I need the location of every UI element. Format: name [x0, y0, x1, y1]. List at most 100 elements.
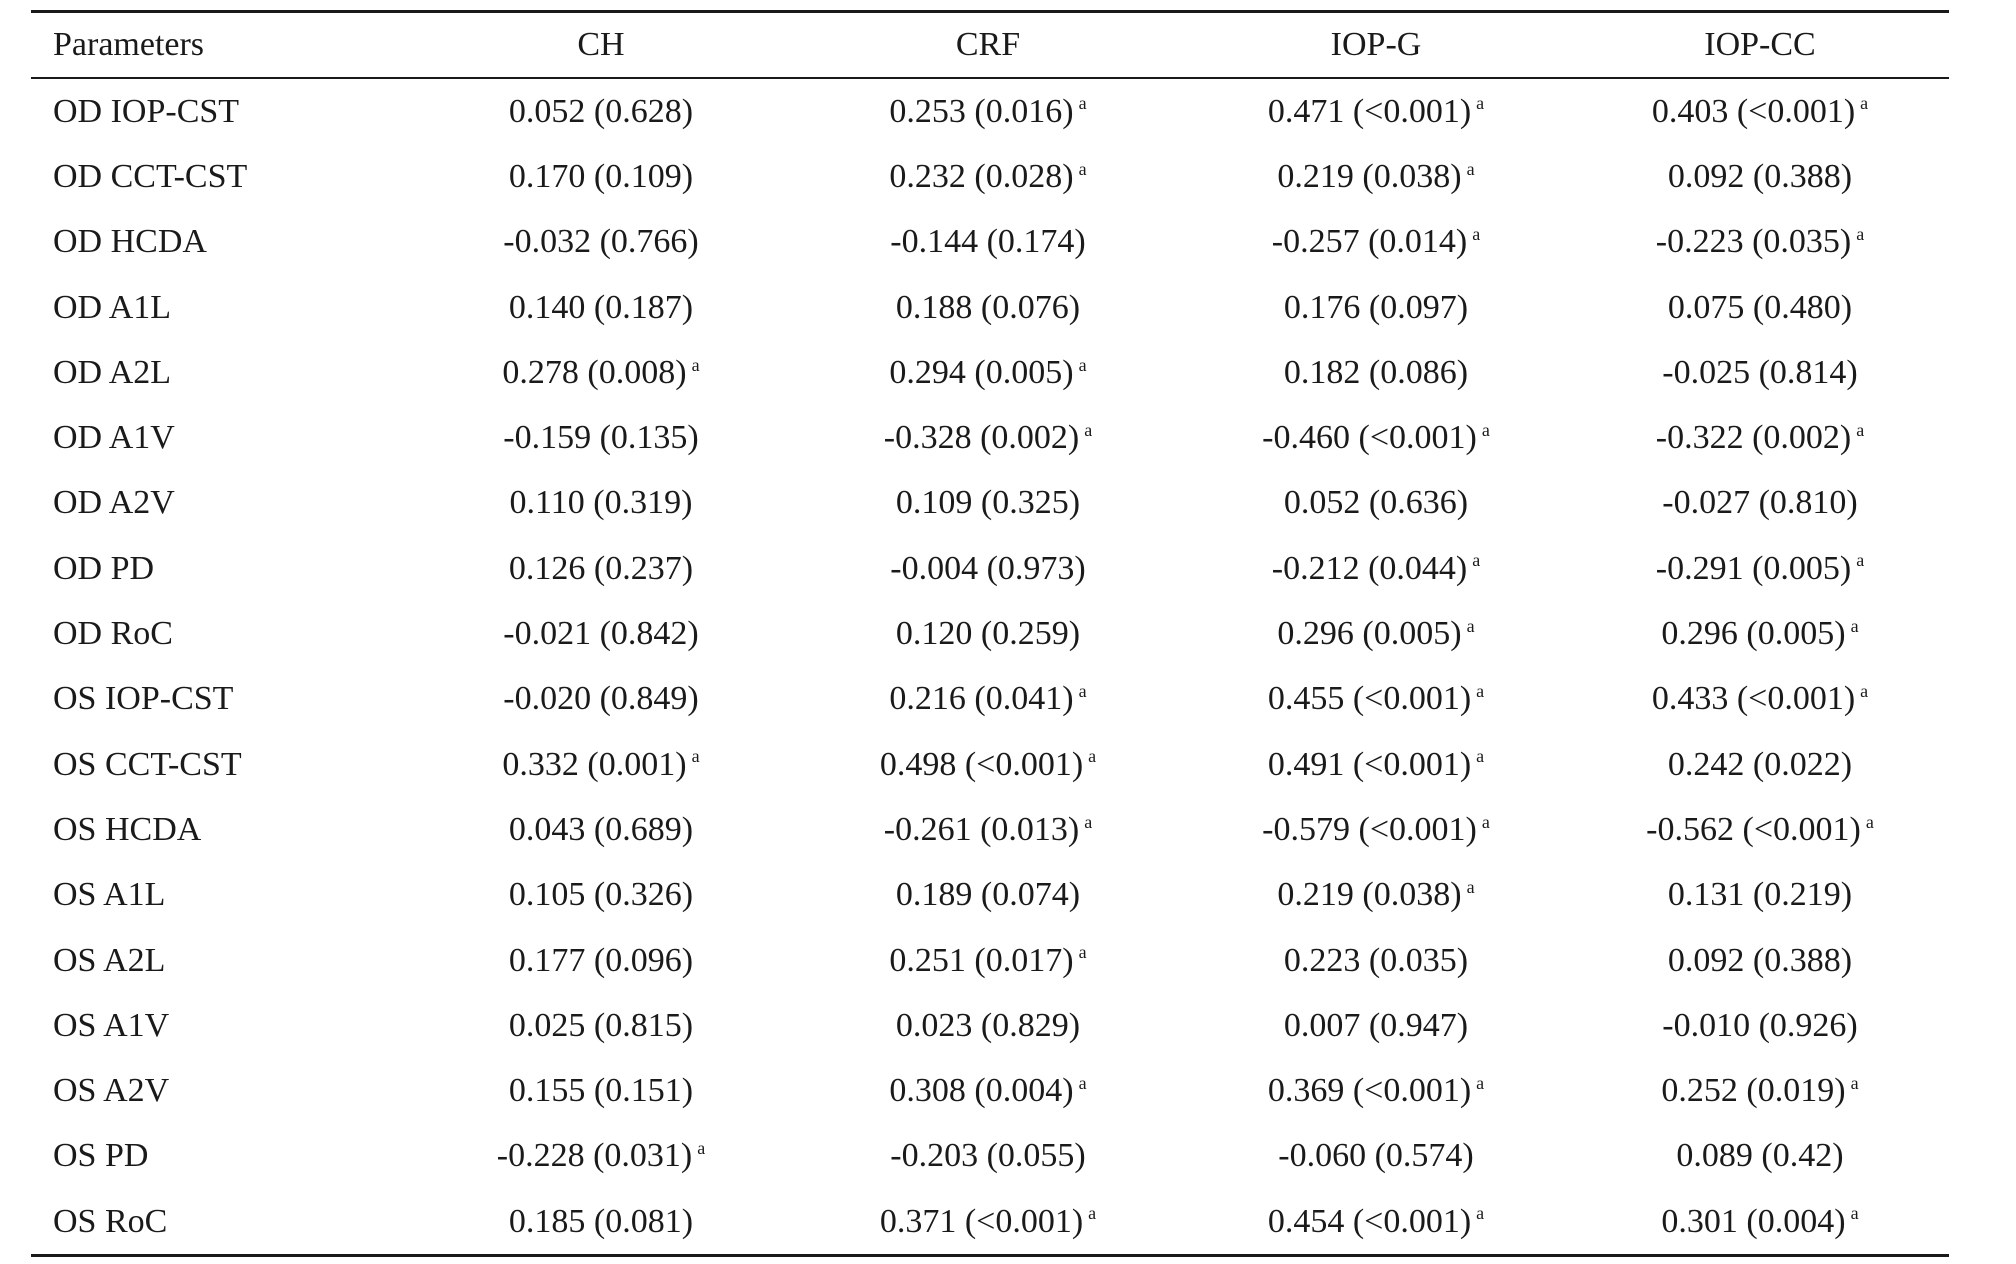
correlation-table: Parameters CH CRF IOP-G IOP-CC OD IOP-CS…	[31, 10, 1949, 1257]
table-cell: 0.182 (0.086)	[1181, 340, 1571, 405]
significance-marker: a	[1078, 1072, 1087, 1093]
significance-marker: a	[1466, 876, 1475, 897]
row-parameter-label: OD A2L	[53, 353, 172, 391]
header-parameters: Parameters	[53, 26, 205, 63]
cell-value: 0.455 (<0.001)	[1267, 680, 1472, 718]
table-cell: -0.027 (0.810)	[1571, 471, 1949, 536]
cell-value: -0.257 (0.014)	[1271, 223, 1468, 261]
table-cell: 0.131 (0.219)	[1571, 863, 1949, 928]
significance-marker: a	[1850, 1203, 1859, 1224]
table-cell: 0.052 (0.636)	[1181, 471, 1571, 536]
cell-value: -0.004 (0.973)	[890, 549, 1086, 587]
table-cell: 0.232 (0.028) a	[795, 144, 1181, 209]
table-cell: 0.296 (0.005) a	[1571, 601, 1949, 666]
table-cell: 0.092 (0.388)	[1571, 144, 1949, 209]
cell-value: -0.212 (0.044)	[1271, 549, 1468, 587]
row-parameter-label: OS RoC	[53, 1202, 168, 1240]
significance-marker: a	[1476, 1203, 1485, 1224]
table-row: OS IOP-CST -0.020 (0.849) 0.216 (0.041) a 0.…	[31, 667, 1949, 732]
table-cell: 0.471 (<0.001) a	[1181, 78, 1571, 144]
table-cell: 0.007 (0.947)	[1181, 993, 1571, 1058]
cell-value: 0.185 (0.081)	[508, 1202, 694, 1240]
table-cell: 0.223 (0.035)	[1181, 928, 1571, 993]
table-row: OS A2V 0.155 (0.151) 0.308 (0.004) a 0.369 (…	[31, 1058, 1949, 1123]
significance-marker: a	[1481, 811, 1490, 832]
cell-value: 0.089 (0.42)	[1676, 1137, 1844, 1175]
cell-value: -0.261 (0.013)	[883, 810, 1080, 848]
cell-value: 0.223 (0.035)	[1283, 941, 1469, 979]
table-cell: 0.185 (0.081)	[407, 1189, 795, 1256]
row-parameter-label: OD PD	[53, 549, 155, 587]
table-header: Parameters CH CRF IOP-G IOP-CC	[31, 11, 1949, 78]
header-crf: CRF	[955, 26, 1021, 63]
table-cell: -0.261 (0.013) a	[795, 797, 1181, 862]
table-row: OD A2L 0.278 (0.008) a 0.294 (0.005) a 0.182 …	[31, 340, 1949, 405]
table-cell: 0.433 (<0.001) a	[1571, 667, 1949, 732]
significance-marker: a	[691, 746, 700, 767]
row-parameter-label: OD A1V	[53, 419, 175, 457]
table-row: OD IOP-CST 0.052 (0.628) 0.253 (0.016) a 0.4…	[31, 78, 1949, 144]
header-row: Parameters CH CRF IOP-G IOP-CC	[31, 11, 1949, 78]
table-cell: -0.257 (0.014) a	[1181, 210, 1571, 275]
table-cell: 0.219 (0.038) a	[1181, 144, 1571, 209]
table-cell: -0.228 (0.031) a	[407, 1124, 795, 1189]
table-cell: -0.020 (0.849)	[407, 667, 795, 732]
table-row: OD CCT-CST 0.170 (0.109) 0.232 (0.028) a 0.2…	[31, 144, 1949, 209]
table-cell: 0.454 (<0.001) a	[1181, 1189, 1571, 1256]
cell-value: -0.025 (0.814)	[1662, 353, 1858, 391]
table-cell: 0.170 (0.109)	[407, 144, 795, 209]
table-cell: -0.004 (0.973)	[795, 536, 1181, 601]
cell-value: -0.228 (0.031)	[496, 1137, 693, 1175]
table-cell: 0.043 (0.689)	[407, 797, 795, 862]
cell-value: 0.155 (0.151)	[508, 1072, 694, 1110]
cell-value: 0.025 (0.815)	[508, 1006, 694, 1044]
row-parameter-label: OD A1L	[53, 288, 172, 326]
significance-marker: a	[1481, 419, 1490, 440]
cell-value: 0.369 (<0.001)	[1267, 1072, 1472, 1110]
cell-value: -0.322 (0.002)	[1655, 419, 1852, 457]
cell-value: -0.010 (0.926)	[1662, 1006, 1858, 1044]
significance-marker: a	[1860, 93, 1869, 114]
row-parameter-label: OS IOP-CST	[53, 680, 234, 718]
table-cell: 0.455 (<0.001) a	[1181, 667, 1571, 732]
cell-value: 0.188 (0.076)	[895, 288, 1081, 326]
table-cell: 0.110 (0.319)	[407, 471, 795, 536]
significance-marker: a	[1865, 811, 1874, 832]
table-cell: 0.498 (<0.001) a	[795, 732, 1181, 797]
cell-value: 0.278 (0.008)	[502, 353, 687, 391]
table-cell: 0.092 (0.388)	[1571, 928, 1949, 993]
cell-value: 0.296 (0.005)	[1661, 615, 1846, 653]
table-cell: -0.322 (0.002) a	[1571, 405, 1949, 470]
significance-marker: a	[1856, 419, 1865, 440]
significance-marker: a	[1078, 942, 1087, 963]
row-parameter-label: OS A2L	[53, 941, 166, 979]
significance-marker: a	[1850, 615, 1859, 636]
table-row: OS HCDA 0.043 (0.689) -0.261 (0.013) a -0.57…	[31, 797, 1949, 862]
cell-value: 0.092 (0.388)	[1667, 941, 1853, 979]
table-cell: 0.140 (0.187)	[407, 275, 795, 340]
table-row: OD HCDA -0.032 (0.766) -0.144 (0.174) -0.25…	[31, 210, 1949, 275]
cell-value: 0.219 (0.038)	[1277, 157, 1462, 195]
table-cell: -0.159 (0.135)	[407, 405, 795, 470]
table-cell: 0.176 (0.097)	[1181, 275, 1571, 340]
significance-marker: a	[1466, 158, 1475, 179]
table-cell: 0.252 (0.019) a	[1571, 1058, 1949, 1123]
significance-marker: a	[1084, 811, 1093, 832]
table-row: OS RoC 0.185 (0.081) 0.371 (<0.001) a 0.454 …	[31, 1189, 1949, 1256]
significance-marker: a	[1088, 746, 1097, 767]
cell-value: 0.301 (0.004)	[1661, 1202, 1846, 1240]
significance-marker: a	[1472, 550, 1481, 571]
cell-value: 0.433 (<0.001)	[1651, 680, 1856, 718]
row-parameter-label: OS HCDA	[53, 810, 202, 848]
row-parameter-label: OD A2V	[53, 484, 175, 522]
cell-value: 0.170 (0.109)	[508, 157, 694, 195]
table-cell: -0.579 (<0.001) a	[1181, 797, 1571, 862]
table-cell: 0.052 (0.628)	[407, 78, 795, 144]
header-ch: CH	[577, 26, 625, 63]
significance-marker: a	[1860, 680, 1869, 701]
row-parameter-label: OS CCT-CST	[53, 745, 242, 783]
table-cell: -0.562 (<0.001) a	[1571, 797, 1949, 862]
cell-value: 0.308 (0.004)	[889, 1072, 1074, 1110]
cell-value: 0.216 (0.041)	[889, 680, 1074, 718]
table-row: OD A1L 0.140 (0.187) 0.188 (0.076) 0.176 (0…	[31, 275, 1949, 340]
